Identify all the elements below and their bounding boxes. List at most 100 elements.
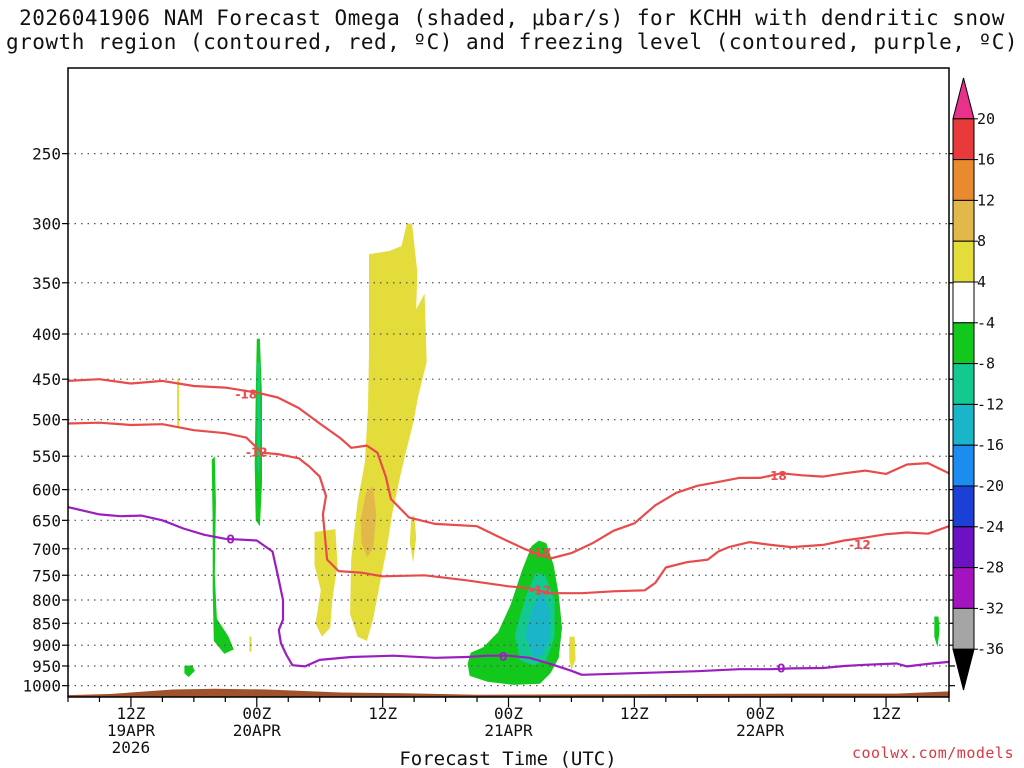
contour-layer bbox=[68, 378, 949, 676]
x-tick-label: 12Z bbox=[872, 704, 901, 723]
contour-label-5: -12 bbox=[529, 583, 551, 597]
omega-region-0 bbox=[177, 379, 180, 428]
colorbar-swatch bbox=[952, 322, 975, 365]
y-tick-label: 350 bbox=[32, 274, 61, 293]
contour-labels: -18 -12 0 -18 -18 -12 0 -12 0 bbox=[226, 387, 870, 675]
omega-shading-layer bbox=[68, 223, 949, 697]
omega-region-3 bbox=[409, 514, 417, 563]
y-tick-label: 450 bbox=[32, 370, 61, 389]
omega-region-2 bbox=[314, 529, 338, 637]
omega-region-8 bbox=[211, 456, 234, 654]
x-tick-label: 12Z bbox=[368, 704, 397, 723]
colorbar-swatch bbox=[952, 281, 975, 324]
omega-region-4 bbox=[569, 636, 576, 670]
y-tick-label: 850 bbox=[32, 614, 61, 633]
colorbar-arrow-top bbox=[952, 77, 975, 120]
x-tick-label: 00Z bbox=[242, 704, 271, 723]
omega-region-11 bbox=[934, 616, 940, 648]
y-tick-label: 550 bbox=[32, 447, 61, 466]
colorbar-label: -12 bbox=[977, 395, 1004, 413]
colorbar-label: -20 bbox=[977, 477, 1004, 495]
y-tick-label: 600 bbox=[32, 481, 61, 500]
credit-link[interactable]: coolwx.com/models bbox=[851, 744, 1014, 762]
contour-label-2: 0 bbox=[226, 532, 234, 546]
colorbar-label: 12 bbox=[977, 191, 995, 209]
x-tick-label: 21APR bbox=[484, 721, 533, 740]
y-tick-label: 650 bbox=[32, 511, 61, 530]
contour-label-8: 0 bbox=[777, 661, 785, 675]
x-tick-label: 22APR bbox=[736, 721, 785, 740]
omega-region-6 bbox=[360, 486, 377, 557]
dgz-contour-minus12 bbox=[68, 421, 949, 595]
contour-label-text: 0 bbox=[226, 532, 234, 546]
contour-label-text: -12 bbox=[849, 538, 871, 552]
contour-label-text: -18 bbox=[235, 387, 257, 401]
colorbar-swatch bbox=[952, 199, 975, 242]
colorbar-label: 16 bbox=[977, 151, 995, 169]
x-axis-title: Forecast Time (UTC) bbox=[399, 748, 616, 768]
colorbar: 20 16 12 8 4 -4 -8 -12 -16 -20 -24 -28 -32 -36 bbox=[952, 77, 1004, 691]
contour-label-0: -18 bbox=[235, 387, 257, 401]
y-tick-label: 700 bbox=[32, 540, 61, 559]
y-tick-label: 250 bbox=[32, 145, 61, 164]
colorbar-label: -28 bbox=[977, 559, 1004, 577]
colorbar-label: 8 bbox=[977, 232, 986, 250]
colorbar-swatch bbox=[952, 403, 975, 446]
contour-label-text: -12 bbox=[529, 583, 551, 597]
colorbar-swatch bbox=[952, 567, 975, 609]
y-tick-label: 500 bbox=[32, 411, 61, 430]
y-tick-label: 800 bbox=[32, 591, 61, 610]
freezing-level-contour bbox=[68, 506, 949, 676]
colorbar-swatch bbox=[952, 444, 975, 487]
colorbar-label: -36 bbox=[977, 640, 1004, 658]
contour-label-text: 0 bbox=[777, 661, 785, 675]
x-tick-label: 2026 bbox=[112, 738, 151, 757]
chart-title: 2026041906 NAM Forecast Omega (shaded, μ… bbox=[0, 6, 1024, 54]
colorbar-swatch bbox=[952, 118, 975, 161]
x-tick-label: 00Z bbox=[746, 704, 775, 723]
x-tick-label: 20APR bbox=[233, 721, 282, 740]
x-tick-label: 00Z bbox=[494, 704, 523, 723]
contour-label-text: -12 bbox=[246, 446, 268, 460]
chart-title-line-1: 2026041906 NAM Forecast Omega (shaded, μ… bbox=[19, 6, 1005, 30]
colorbar-swatch bbox=[952, 485, 975, 528]
contour-label-4: -18 bbox=[529, 546, 551, 560]
y-tick-label: 300 bbox=[32, 215, 61, 234]
colorbar-label: -24 bbox=[977, 518, 1004, 536]
contour-label-3: -18 bbox=[765, 469, 787, 483]
colorbar-label: -4 bbox=[977, 314, 995, 332]
chart-title-line-2: growth region (contoured, red, ºC) and f… bbox=[5, 30, 1019, 54]
omega-region-9 bbox=[184, 665, 195, 678]
axes: 250 300 350 400 450 500 550 600 650 700 750 800 850 9… bbox=[22, 145, 955, 757]
contour-label-text: -18 bbox=[765, 469, 787, 483]
colorbar-label: 4 bbox=[977, 273, 986, 291]
plot-frame bbox=[67, 67, 950, 698]
colorbar-swatch bbox=[952, 363, 975, 405]
colorbar-swatch bbox=[952, 240, 975, 283]
y-tick-label: 950 bbox=[32, 657, 61, 676]
omega-region-1 bbox=[350, 223, 427, 641]
dgz-contour-minus18 bbox=[68, 378, 949, 560]
omega-region-5 bbox=[249, 636, 252, 652]
colorbar-arrow-bottom bbox=[952, 648, 975, 691]
colorbar-swatch bbox=[952, 526, 975, 569]
contour-label-text: -18 bbox=[529, 546, 551, 560]
y-tick-label: 1000 bbox=[22, 677, 61, 696]
contour-label-7: -12 bbox=[849, 538, 871, 552]
contour-label-text: 0 bbox=[499, 650, 507, 664]
contour-label-1: -12 bbox=[246, 446, 268, 460]
colorbar-label: -32 bbox=[977, 599, 1004, 617]
terrain-fill bbox=[68, 688, 949, 697]
y-tick-label: 400 bbox=[32, 325, 61, 344]
colorbar-label: -8 bbox=[977, 355, 995, 373]
gridlines bbox=[68, 153, 949, 687]
colorbar-label: -16 bbox=[977, 436, 1004, 454]
x-tick-label: 12Z bbox=[620, 704, 649, 723]
y-tick-label: 900 bbox=[32, 636, 61, 655]
colorbar-label: 20 bbox=[977, 110, 995, 128]
x-tick-label: 12Z bbox=[116, 704, 145, 723]
colorbar-swatch bbox=[952, 607, 975, 650]
contour-label-6: 0 bbox=[499, 650, 507, 664]
y-tick-label: 750 bbox=[32, 566, 61, 585]
